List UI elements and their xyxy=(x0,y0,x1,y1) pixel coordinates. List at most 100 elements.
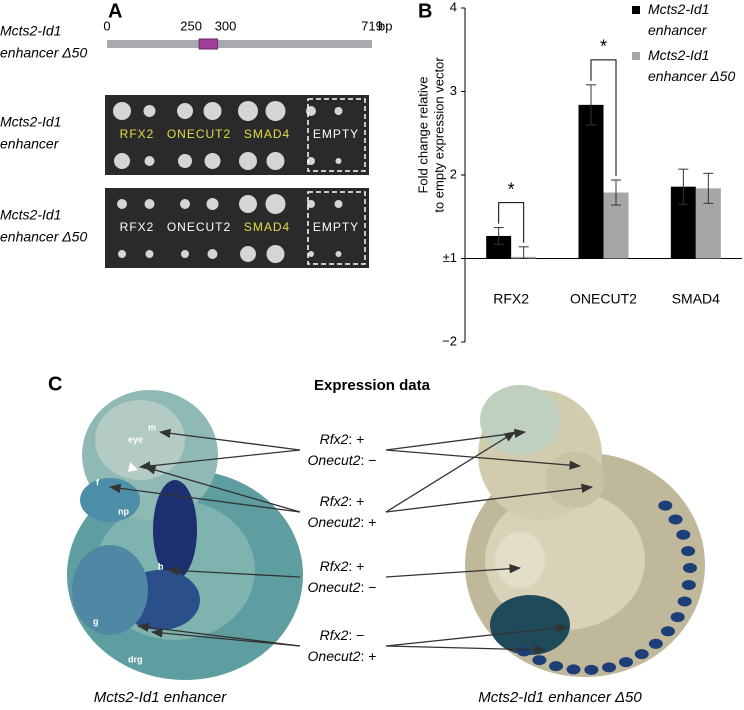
significance-bracket xyxy=(590,59,617,177)
lane-label: EMPTY xyxy=(313,220,359,234)
y-axis-label: to empty expression vector xyxy=(431,57,446,213)
landmark-label: eye xyxy=(128,434,143,444)
landmark-label: h xyxy=(158,561,164,571)
lane-label: ONECUT2 xyxy=(167,127,231,141)
somite xyxy=(648,638,663,649)
landmark-label: f xyxy=(96,477,100,487)
dot xyxy=(143,105,156,117)
somite xyxy=(677,596,692,607)
dot xyxy=(308,251,314,257)
somite xyxy=(670,612,685,623)
arrow xyxy=(385,428,527,451)
arrow xyxy=(136,622,301,647)
arrow xyxy=(385,449,582,470)
somite xyxy=(660,626,675,637)
dot xyxy=(118,250,126,258)
empty-box xyxy=(307,98,366,172)
somite xyxy=(681,546,696,557)
dot xyxy=(335,158,342,164)
dot xyxy=(206,198,219,210)
bar xyxy=(486,235,512,259)
dot xyxy=(266,245,285,263)
dot xyxy=(265,101,286,121)
legend-swatch xyxy=(632,52,640,60)
dot xyxy=(240,246,256,262)
dot xyxy=(265,194,286,214)
landmark-label: np xyxy=(118,506,129,516)
arrowhead-marker xyxy=(128,462,138,472)
arrow xyxy=(166,565,301,578)
somite xyxy=(566,664,581,675)
somite xyxy=(676,529,691,540)
somite xyxy=(682,563,697,574)
arrow xyxy=(385,645,547,655)
embryo-right xyxy=(465,385,705,677)
arrow xyxy=(138,449,301,471)
dot xyxy=(117,199,127,209)
section-title: Expression data xyxy=(314,377,431,394)
scale-tick-label: 0 xyxy=(103,18,110,33)
dot xyxy=(238,101,258,121)
somite xyxy=(681,579,696,590)
y-tick-label: 4 xyxy=(450,0,457,14)
dot xyxy=(178,154,192,168)
dot xyxy=(266,152,285,170)
y-tick-label: 2 xyxy=(450,166,457,181)
row-label: Mcts2-Id1 xyxy=(0,114,61,130)
row-label: Mcts2-Id1 xyxy=(0,207,61,223)
landmark-label: drg xyxy=(128,654,143,664)
significance-label: * xyxy=(508,179,515,199)
legend-label: Mcts2-Id1 enhancer Δ50 xyxy=(648,47,735,84)
dot xyxy=(239,195,257,213)
dot xyxy=(307,200,315,208)
arrow xyxy=(158,428,301,451)
arrow xyxy=(385,623,569,647)
x-tick-label: RFX2 xyxy=(493,291,529,307)
dot xyxy=(203,102,222,120)
legend-swatch xyxy=(632,6,640,14)
scale-tick-label: 300 xyxy=(215,18,237,33)
lane-label: RFX2 xyxy=(120,127,155,141)
dot xyxy=(113,102,131,120)
dot xyxy=(207,249,218,259)
dot xyxy=(180,199,190,209)
landmark-label: g xyxy=(93,616,99,626)
construct-label: Mcts2-Id1 xyxy=(0,23,61,39)
somite xyxy=(532,655,547,666)
somite xyxy=(602,662,617,673)
scale-unit: bp xyxy=(378,18,392,33)
lane-label: SMAD4 xyxy=(244,220,290,234)
dot xyxy=(181,250,189,258)
embryo-caption: Mcts2-Id1 enhancer xyxy=(94,689,228,706)
expression-annotation: Rfx2: + xyxy=(320,493,365,509)
row-label: enhancer Δ50 xyxy=(0,229,87,245)
dot xyxy=(145,250,154,258)
expression-annotation: Onecut2: + xyxy=(308,514,377,530)
y-tick-label: 3 xyxy=(450,83,457,98)
dot xyxy=(114,153,130,169)
arrow xyxy=(150,628,301,647)
dot xyxy=(239,152,257,170)
dot xyxy=(334,107,343,115)
y-tick-label: ±1 xyxy=(443,250,457,265)
scale-tick-label: 719 xyxy=(361,18,383,33)
arrow xyxy=(385,431,516,513)
arrow xyxy=(108,483,301,513)
expression-annotation: Onecut2: − xyxy=(308,452,377,468)
row-label: enhancer xyxy=(0,136,60,152)
lane-label: ONECUT2 xyxy=(167,220,231,234)
panel-label: A xyxy=(108,0,122,22)
somite xyxy=(634,649,649,660)
dot xyxy=(177,103,193,119)
somite xyxy=(549,661,564,672)
dot xyxy=(335,251,342,257)
x-tick-label: ONECUT2 xyxy=(570,291,637,307)
dot xyxy=(334,200,343,208)
expression-annotation: Onecut2: + xyxy=(308,648,377,664)
arrow xyxy=(385,483,594,513)
y-axis-label: Fold change relative xyxy=(415,76,430,193)
dot xyxy=(144,156,155,166)
embryo-left xyxy=(67,390,303,680)
y-tick-label: −2 xyxy=(442,333,457,348)
